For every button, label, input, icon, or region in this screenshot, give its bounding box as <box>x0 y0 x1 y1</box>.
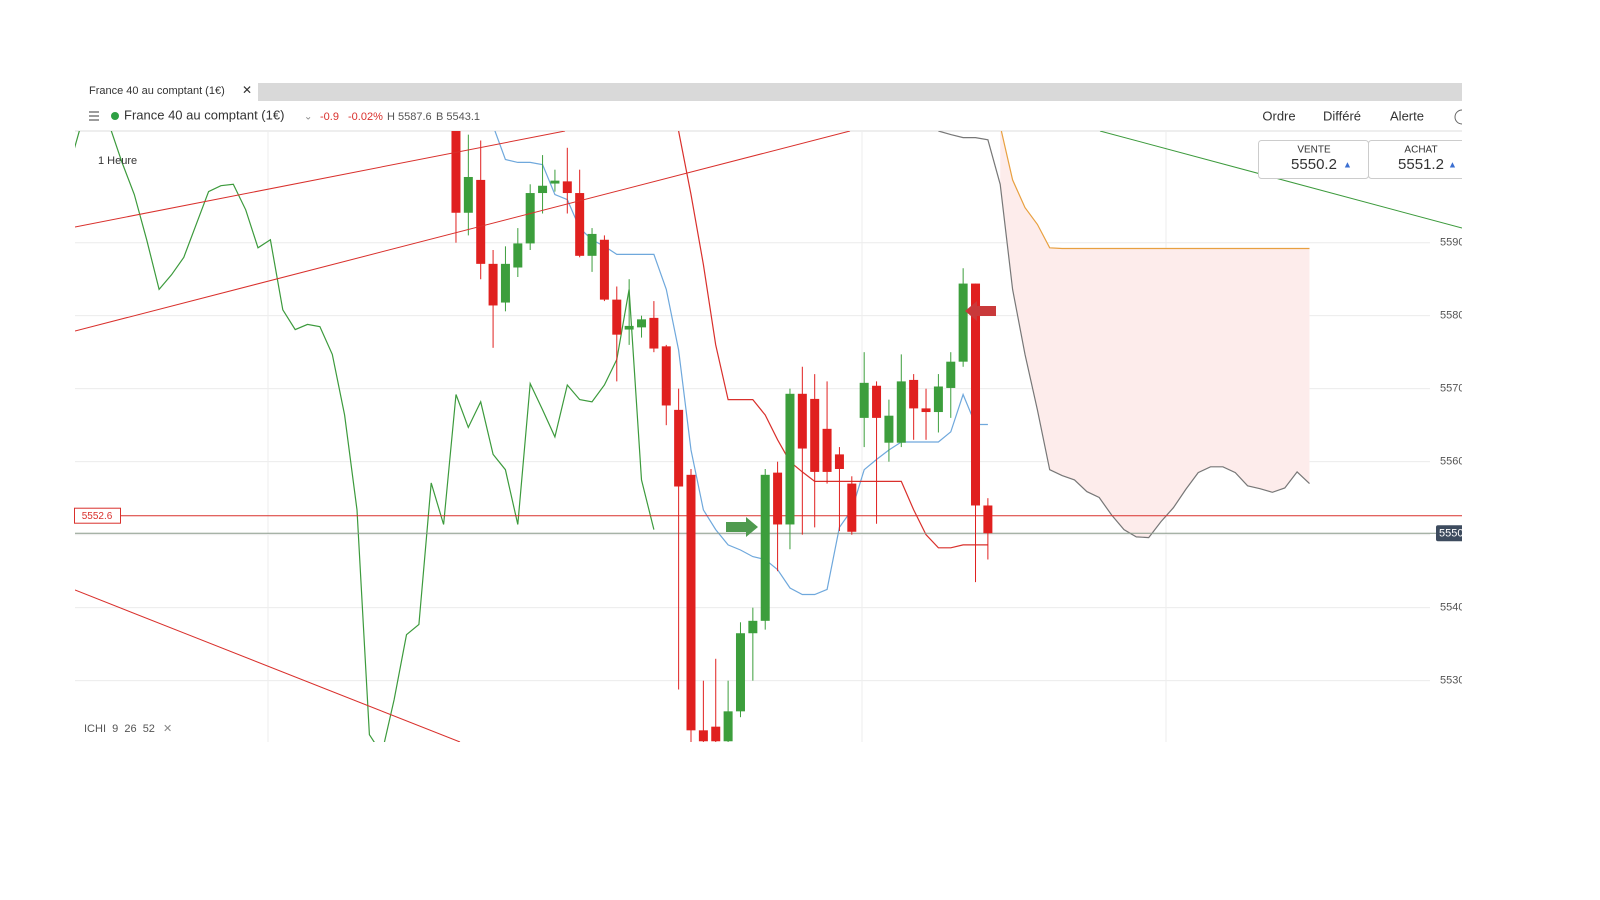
candle-body <box>637 319 647 328</box>
candle-body <box>834 454 844 469</box>
price-label: 5552.6 <box>82 511 113 522</box>
ichimoku-cloud <box>1000 131 1310 538</box>
trend-lines <box>75 131 1462 742</box>
y-tick-label: 5590 <box>1440 237 1462 249</box>
sell-arrow <box>965 301 996 321</box>
candle-body <box>748 620 758 634</box>
candle-body <box>971 283 981 506</box>
candle-body <box>488 263 498 306</box>
candle-body <box>500 263 510 303</box>
info-icon[interactable] <box>1454 109 1462 125</box>
candle-body <box>711 726 721 742</box>
candle-body <box>822 428 832 472</box>
indicator-remove[interactable]: ✕ <box>163 723 172 735</box>
candle-body <box>933 386 943 413</box>
sell-price: 5550.2 <box>1291 156 1337 173</box>
candle-body <box>958 283 968 362</box>
candle-body <box>538 185 548 194</box>
candle-body <box>946 361 956 388</box>
action-button[interactable]: Ordre <box>1262 108 1295 123</box>
y-tick-label: 5570 <box>1440 383 1462 395</box>
sell-label: VENTE <box>1297 145 1331 156</box>
candle-body <box>773 472 783 525</box>
change-pct: -0.02% <box>348 111 383 123</box>
high: H 5587.6 <box>387 111 432 123</box>
price-label-box <box>74 507 121 524</box>
candle-body <box>735 633 745 712</box>
candle-body <box>909 379 919 409</box>
candle-body <box>599 239 609 300</box>
tab[interactable] <box>75 81 258 101</box>
indicator-label[interactable]: ICHI 9 26 52 <box>84 723 155 735</box>
candle-body <box>550 180 560 184</box>
current-price-box <box>1436 525 1462 542</box>
y-tick-label: 5560 <box>1440 456 1462 468</box>
tab-title: France 40 au comptant (1€) <box>89 85 225 97</box>
indicator-line <box>75 131 655 742</box>
candle-body <box>476 179 486 264</box>
candle-body <box>921 408 931 413</box>
candle-body <box>661 346 671 406</box>
buy-price: 5551.2 <box>1398 156 1444 173</box>
candle-body <box>562 181 572 194</box>
tab-bar-bg <box>258 83 1462 101</box>
menu-icon[interactable] <box>89 111 99 121</box>
indicator-line <box>1000 131 1310 250</box>
y-tick-label: 5530 <box>1440 675 1462 687</box>
candle-body <box>760 474 770 621</box>
indicator-line <box>938 131 1310 539</box>
up-icon: ▲ <box>1343 159 1352 169</box>
change: -0.9 <box>320 111 339 123</box>
timeframe[interactable]: 1 Heure <box>98 155 137 167</box>
candle-body <box>513 243 523 268</box>
buy-arrow <box>726 517 758 537</box>
candle-body <box>686 474 696 731</box>
dropdown-chevron[interactable]: ⌄ <box>304 112 312 123</box>
candle-body <box>451 131 461 213</box>
tab-close[interactable]: ✕ <box>242 83 252 97</box>
y-tick-label: 5580 <box>1440 310 1462 322</box>
candle-body <box>624 325 634 330</box>
candle-body <box>859 382 869 418</box>
candle-body <box>674 409 684 487</box>
status-dot <box>111 112 119 120</box>
candle-body <box>463 176 473 213</box>
indicator-line <box>678 131 988 549</box>
trading-chart-window: France 40 au comptant (1€) ✕ France 40 a… <box>74 81 1463 742</box>
buy-button[interactable] <box>1368 140 1463 179</box>
candle-body <box>896 381 906 443</box>
candle-body <box>872 385 882 418</box>
candle-body <box>847 483 857 532</box>
buy-label: ACHAT <box>1404 145 1437 156</box>
candle-body <box>884 415 894 443</box>
candle-body <box>525 193 535 244</box>
y-tick-label: 5540 <box>1440 602 1462 614</box>
action-button[interactable]: Différé <box>1323 108 1361 123</box>
up-icon: ▲ <box>1448 159 1457 169</box>
candle-body <box>649 317 659 349</box>
candle-body <box>698 730 708 742</box>
current-price-label: 5550.2 <box>1439 528 1462 540</box>
candle-body <box>785 393 795 525</box>
instrument-name[interactable]: France 40 au comptant (1€) <box>124 107 284 122</box>
candle-body <box>612 299 622 335</box>
candle-body <box>810 398 820 472</box>
candle-body <box>797 393 807 449</box>
candle-body <box>575 193 585 256</box>
action-button[interactable]: Alerte <box>1390 108 1424 123</box>
low: B 5543.1 <box>436 111 480 123</box>
candle-body <box>587 233 597 256</box>
candle-body <box>723 711 733 742</box>
candle-body <box>983 505 993 534</box>
plot-area <box>75 131 1462 742</box>
